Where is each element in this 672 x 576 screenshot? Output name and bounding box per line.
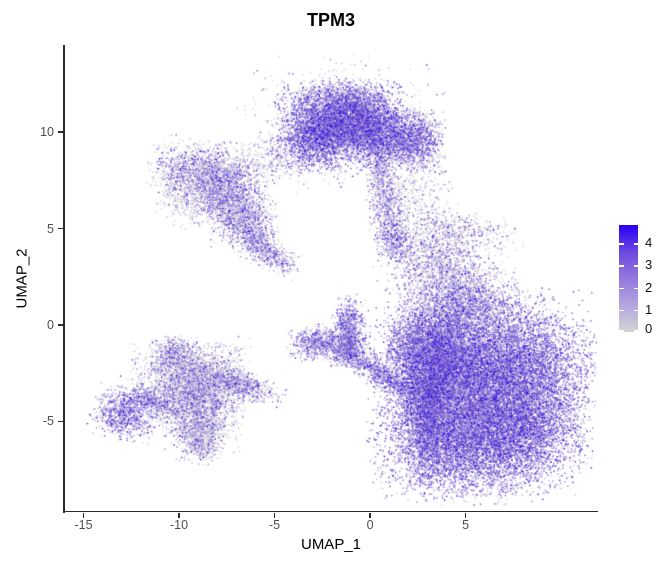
x-tick-label: -10 — [169, 518, 189, 532]
y-axis-title: UMAP_2 — [13, 248, 31, 309]
y-tick-label: 5 — [47, 221, 54, 236]
y-axis-line — [63, 45, 65, 513]
colorbar-tick-dash — [633, 265, 638, 267]
colorbar-tick-dash — [619, 309, 624, 312]
expression-colorbar — [619, 225, 638, 332]
colorbar-tick-dash — [633, 243, 638, 245]
y-tick-label: 10 — [40, 125, 54, 140]
colorbar-tick-label: 4 — [645, 235, 653, 251]
x-axis-title: UMAP_1 — [300, 536, 362, 553]
x-tick-mark — [464, 512, 467, 518]
x-tick-label: 5 — [462, 518, 470, 532]
x-axis-line — [63, 510, 599, 513]
umap-scatter-canvas — [65, 45, 597, 512]
colorbar-tick-dash — [619, 265, 624, 267]
colorbar-tick-dash — [633, 287, 638, 290]
y-tick-label: 0 — [47, 318, 54, 332]
x-tick-mark — [178, 512, 180, 518]
y-tick-label: -5 — [42, 414, 54, 429]
x-tick-mark — [82, 512, 85, 518]
colorbar-tick-dash — [633, 330, 638, 332]
colorbar-tick-dash — [633, 309, 638, 312]
colorbar-tick-label: 3 — [645, 257, 653, 273]
colorbar-tick-label: 2 — [645, 279, 653, 295]
y-tick-mark — [58, 420, 63, 423]
y-tick-mark — [58, 324, 63, 326]
y-tick-mark — [58, 227, 63, 230]
x-tick-label: -15 — [74, 518, 93, 532]
colorbar-tick-label: 0 — [645, 321, 653, 336]
colorbar-tick-dash — [619, 287, 624, 290]
y-tick-mark — [58, 131, 63, 133]
colorbar-tick-dash — [619, 243, 624, 245]
x-tick-label: 0 — [366, 518, 374, 532]
colorbar-tick-dash — [619, 330, 624, 332]
x-tick-mark — [369, 512, 371, 518]
colorbar-tick-label: 1 — [645, 301, 653, 317]
x-tick-label: -5 — [268, 518, 281, 532]
x-tick-mark — [273, 512, 276, 518]
plot-title: TPM3 — [306, 10, 355, 30]
